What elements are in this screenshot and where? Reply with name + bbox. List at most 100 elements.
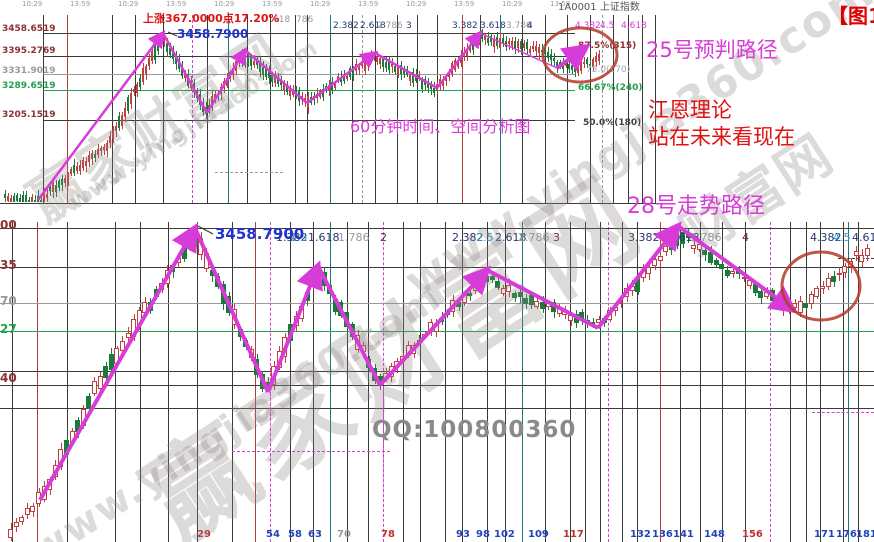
price-axis-label: 3331.9019 <box>2 66 56 76</box>
candle-body <box>82 159 84 168</box>
grid-vline <box>352 15 353 203</box>
grid-vline <box>295 15 296 203</box>
grid-vline <box>462 15 463 203</box>
fib-ratio-label: 3.786 <box>506 21 532 31</box>
candle-body <box>136 84 138 94</box>
candle-body <box>103 366 109 379</box>
bar-number-label: 171 <box>814 529 835 540</box>
fib-ratio-label: 4.618 <box>621 21 647 31</box>
candle-body <box>352 71 354 78</box>
swing-line <box>266 260 323 393</box>
candle-body <box>394 65 396 72</box>
candle-body <box>814 288 820 297</box>
candle-body <box>520 41 522 50</box>
grid-vline <box>12 222 13 542</box>
fib-ratio-label: 618 <box>273 15 291 25</box>
candle-body <box>16 195 18 201</box>
candle-body <box>391 63 393 67</box>
swing-line <box>38 222 198 501</box>
gann-swing-lines <box>36 29 798 501</box>
gann-percent-label: 50.0%(180) <box>583 118 642 128</box>
grid-vline <box>270 392 271 512</box>
candle-body <box>19 198 21 202</box>
candle-body <box>130 93 132 104</box>
grid-vline <box>420 222 421 542</box>
candle-body <box>538 47 540 54</box>
fib-ratio-label: 4.382 <box>810 231 842 244</box>
grid-hline <box>0 228 874 229</box>
fib-ratio-label: 2.618 <box>495 231 527 244</box>
candle-body <box>713 260 719 265</box>
bar-number-label: 78 <box>381 529 395 540</box>
callout-lines <box>167 31 214 235</box>
candle-body <box>166 43 168 53</box>
trend-path-label: 28号走势路径 <box>627 194 765 219</box>
highlight-circles <box>541 26 862 322</box>
grid-vline <box>602 15 603 203</box>
grid-vline <box>655 15 656 203</box>
grid-vline <box>722 222 723 542</box>
candle-body <box>337 75 339 79</box>
candle-body <box>517 291 523 298</box>
grid-vline <box>567 15 568 203</box>
candle-body <box>385 61 387 69</box>
swing-line <box>374 51 438 90</box>
grid-vline <box>545 15 546 203</box>
grid-vline <box>585 222 586 542</box>
candle-body <box>46 193 48 199</box>
grid-vline <box>197 222 198 542</box>
candle-body <box>86 396 92 410</box>
swing-line <box>36 29 166 201</box>
candle-body <box>511 41 513 47</box>
grid-vline <box>375 15 376 203</box>
swing-line <box>676 224 798 314</box>
candle-body <box>124 107 126 117</box>
price-axis-label: 35 <box>0 258 17 272</box>
candle-body <box>528 295 534 305</box>
candle-body <box>103 146 105 150</box>
candle-body <box>19 517 25 523</box>
grid-vline <box>43 15 44 203</box>
candle-body <box>13 196 15 202</box>
candle-body <box>719 264 725 270</box>
candle-body <box>724 270 730 277</box>
grid-vline <box>622 222 623 542</box>
peak-price-callout-bottom: 3458.7900 <box>215 225 305 243</box>
candle-wick <box>35 195 36 202</box>
grid-vline <box>613 15 614 203</box>
grid-vline <box>820 222 821 542</box>
candle-body <box>88 155 90 162</box>
candle-body <box>24 507 30 515</box>
peak-price-callout-top: 3458.7900 <box>177 27 249 41</box>
price-axis-label: 3395.2769 <box>2 46 56 56</box>
candle-body <box>125 332 131 338</box>
candle-body <box>433 87 435 94</box>
grid-vline <box>843 222 844 542</box>
candle-body <box>730 270 736 275</box>
grid-vline <box>403 222 404 542</box>
grid-vline <box>745 222 746 542</box>
grid-vline <box>307 15 308 203</box>
fib-ratio-label: 2.786 <box>377 21 403 31</box>
candle-body <box>397 67 399 73</box>
time-axis-label: 13:59 <box>358 0 379 8</box>
candle-body <box>58 181 60 188</box>
candle-body <box>31 197 33 202</box>
grid-vline <box>660 222 661 542</box>
fib-ratio-label: 3.382 <box>628 231 660 244</box>
candle-body <box>808 294 814 304</box>
swing-line <box>306 50 379 105</box>
candle-body <box>91 153 93 160</box>
candle-body <box>382 59 384 67</box>
grid-vline <box>680 222 681 542</box>
candle-body <box>52 183 54 193</box>
grid-hline <box>0 267 874 268</box>
grid-vline <box>590 15 591 203</box>
bar-number-label: 136 <box>652 529 673 540</box>
fib-ratio-label: 4 <box>742 231 749 244</box>
time-axis-label: 13:59 <box>70 0 91 8</box>
analysis-title: 60分钟时间、空间分析图 <box>350 117 531 136</box>
grid-vline <box>192 15 193 203</box>
